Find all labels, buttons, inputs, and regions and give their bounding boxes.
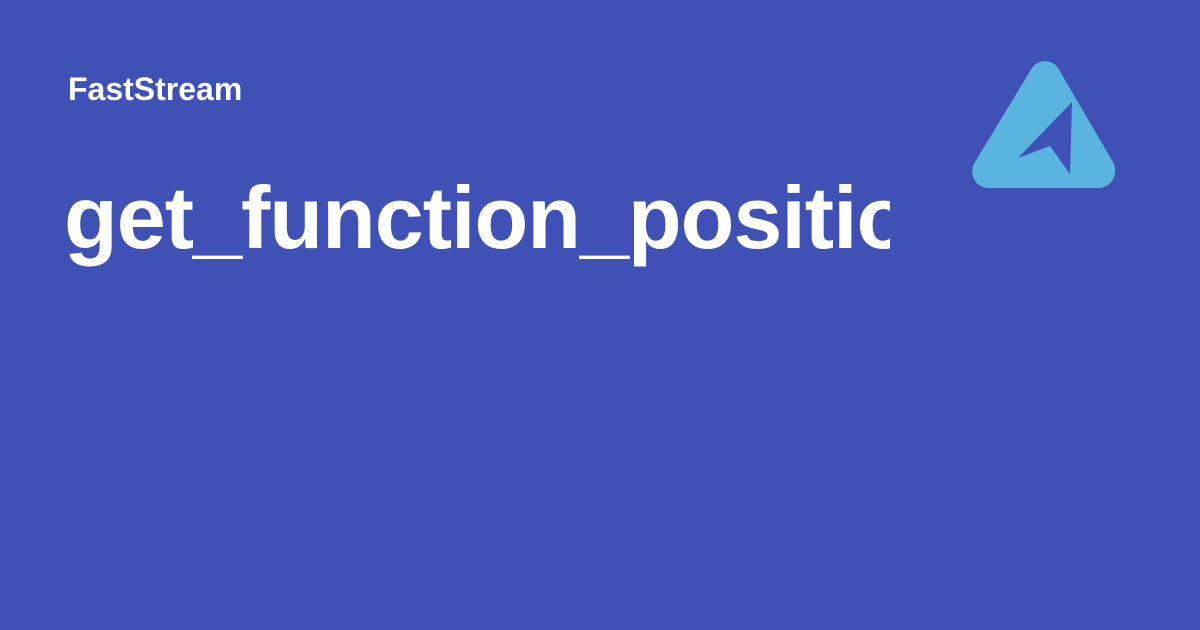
faststream-logo-icon [972, 61, 1116, 188]
logo-triangle-shape [972, 61, 1116, 188]
page-title: get_function_positio [64, 168, 890, 267]
site-name: FastStream [68, 71, 243, 107]
page-title-container: get_function_positio [64, 168, 890, 278]
